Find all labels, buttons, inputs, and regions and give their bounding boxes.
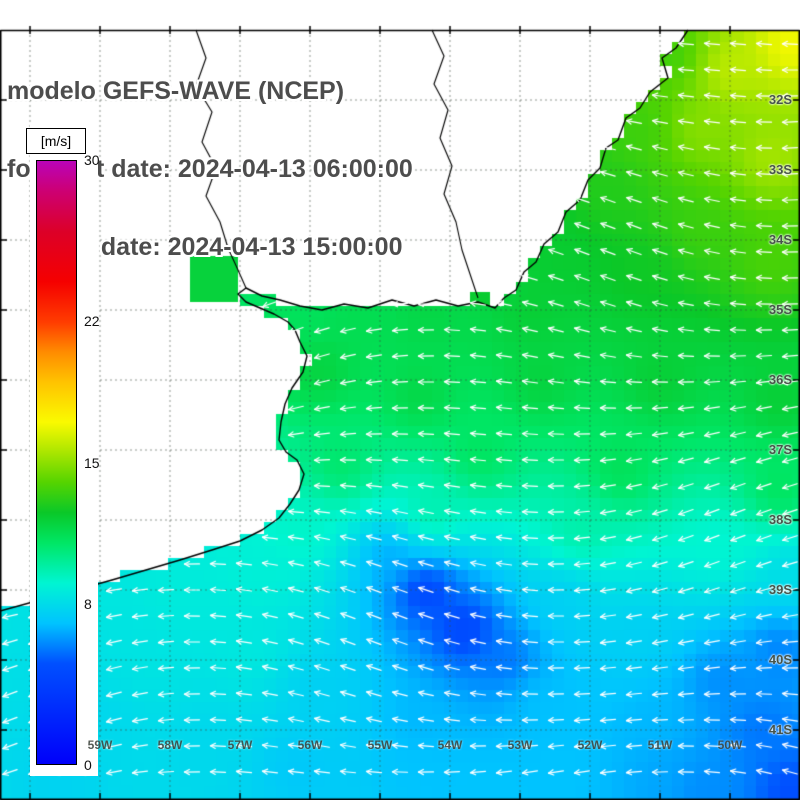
lat-label: 39S xyxy=(768,582,792,597)
lat-label: 33S xyxy=(768,162,792,177)
lon-label: 51W xyxy=(647,738,673,752)
colorbar-tick-label: 30 xyxy=(84,152,100,168)
lat-label: 41S xyxy=(768,722,792,737)
colorbar-tick-label: 0 xyxy=(84,757,92,773)
lat-label: 36S xyxy=(768,372,792,387)
lon-label: 57W xyxy=(227,738,253,752)
lat-label: 38S xyxy=(768,512,792,527)
lat-label: 34S xyxy=(768,232,792,247)
lon-label: 53W xyxy=(507,738,533,752)
lon-label: 50W xyxy=(717,738,743,752)
colorbar-tick-label: 22 xyxy=(84,313,100,330)
lon-label: 54W xyxy=(437,738,463,752)
lon-label: 58W xyxy=(157,738,183,752)
colorbar xyxy=(36,160,77,765)
lat-label: 37S xyxy=(768,442,792,457)
model-title: modelo GEFS-WAVE (NCEP) xyxy=(7,77,345,105)
colorbar-tick-label: 8 xyxy=(84,595,92,612)
lat-label: 40S xyxy=(768,652,792,667)
lon-label: 59W xyxy=(87,738,113,752)
lat-label: 32S xyxy=(768,92,792,107)
lat-label: 35S xyxy=(768,302,792,317)
colorbar-units-label: [m/s] xyxy=(26,128,86,154)
lon-label: 55W xyxy=(367,738,393,752)
lon-label: 56W xyxy=(297,738,323,752)
lon-label: 52W xyxy=(577,738,603,752)
colorbar-tick-label: 15 xyxy=(84,454,100,471)
